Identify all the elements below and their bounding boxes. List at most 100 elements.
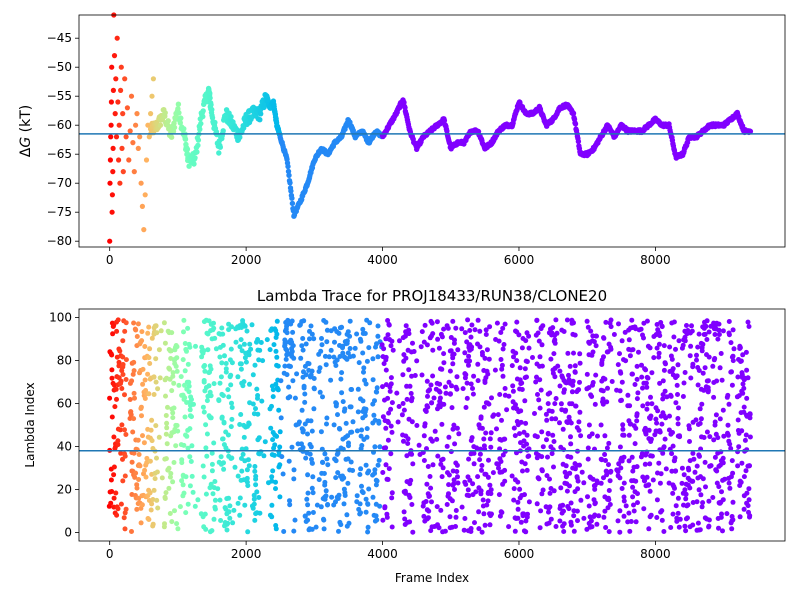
bottom-lambda-point bbox=[203, 422, 209, 428]
bottom-lambda-point bbox=[687, 353, 693, 359]
bottom-lambda-point bbox=[454, 425, 460, 431]
bottom-lambda-point bbox=[208, 393, 214, 399]
bottom-lambda-point bbox=[111, 472, 117, 478]
bottom-lambda-point bbox=[702, 331, 708, 337]
bottom-lambda-point bbox=[436, 345, 442, 351]
bottom-lambda-point bbox=[615, 518, 621, 524]
bottom-lambda-point bbox=[465, 317, 471, 323]
bottom-lambda-point bbox=[486, 457, 491, 463]
bottom-lambda-point bbox=[619, 397, 624, 403]
bottom-lambda-point bbox=[647, 488, 653, 494]
bottom-lambda-point bbox=[568, 522, 574, 528]
bottom-lambda-point bbox=[632, 382, 638, 387]
bottom-lambda-point bbox=[589, 524, 595, 530]
bottom-lambda-point bbox=[536, 476, 542, 482]
bottom-lambda-point bbox=[418, 344, 424, 350]
bottom-y-tick-label: 40 bbox=[57, 439, 72, 453]
bottom-lambda-point bbox=[161, 320, 167, 326]
bottom-lambda-point bbox=[617, 508, 623, 514]
top-early-point bbox=[113, 76, 119, 82]
bottom-lambda-point bbox=[537, 377, 543, 383]
bottom-lambda-point bbox=[174, 423, 180, 428]
bottom-lambda-point bbox=[388, 406, 394, 412]
bottom-lambda-point bbox=[455, 347, 461, 353]
bottom-lambda-point bbox=[422, 421, 428, 427]
bottom-lambda-point bbox=[571, 350, 576, 356]
bottom-lambda-point bbox=[648, 512, 654, 518]
bottom-lambda-point bbox=[441, 326, 447, 332]
top-early-point bbox=[120, 111, 126, 117]
bottom-lambda-point bbox=[120, 478, 126, 484]
top-trace-point bbox=[286, 172, 292, 178]
bottom-lambda-point bbox=[294, 371, 300, 377]
bottom-lambda-point bbox=[119, 386, 125, 391]
bottom-lambda-point bbox=[728, 340, 734, 346]
bottom-lambda-point bbox=[694, 499, 700, 505]
bottom-lambda-point bbox=[479, 529, 485, 535]
bottom-lambda-point bbox=[654, 420, 660, 426]
bottom-lambda-point bbox=[309, 526, 315, 532]
bottom-lambda-point bbox=[606, 529, 612, 535]
bottom-lambda-point bbox=[687, 485, 693, 491]
bottom-lambda-point bbox=[663, 361, 668, 367]
bottom-lambda-point bbox=[523, 529, 529, 535]
bottom-lambda-point bbox=[237, 495, 243, 501]
bottom-lambda-point bbox=[656, 350, 662, 356]
bottom-lambda-point bbox=[277, 494, 283, 500]
bottom-lambda-point bbox=[136, 477, 142, 482]
bottom-lambda-point bbox=[172, 508, 177, 514]
bottom-lambda-point bbox=[188, 459, 194, 464]
bottom-lambda-point bbox=[432, 428, 438, 434]
bottom-lambda-point bbox=[593, 372, 599, 378]
bottom-lambda-point bbox=[149, 501, 155, 507]
top-early-point bbox=[134, 111, 140, 117]
bottom-lambda-point bbox=[484, 502, 490, 508]
bottom-lambda-point bbox=[239, 348, 245, 354]
bottom-lambda-point bbox=[251, 501, 257, 507]
bottom-lambda-point bbox=[630, 371, 635, 377]
bottom-lambda-point bbox=[118, 450, 124, 456]
bottom-lambda-point bbox=[409, 419, 415, 425]
bottom-x-tick-label: 6000 bbox=[504, 547, 535, 561]
bottom-lambda-point bbox=[209, 468, 215, 474]
top-trace-point bbox=[288, 188, 294, 194]
bottom-lambda-point bbox=[539, 363, 545, 369]
bottom-lambda-point bbox=[667, 344, 673, 350]
bottom-lambda-point bbox=[634, 376, 640, 382]
bottom-lambda-point bbox=[410, 461, 416, 467]
bottom-lambda-point bbox=[663, 466, 669, 472]
bottom-lambda-point bbox=[371, 412, 377, 418]
bottom-lambda-point bbox=[140, 381, 146, 387]
bottom-lambda-point bbox=[176, 382, 182, 388]
bottom-lambda-point bbox=[623, 503, 629, 509]
bottom-lambda-point bbox=[189, 397, 194, 402]
bottom-lambda-point bbox=[110, 331, 116, 337]
bottom-lambda-point bbox=[362, 413, 368, 419]
bottom-lambda-point bbox=[462, 375, 468, 381]
bottom-lambda-point bbox=[499, 417, 504, 423]
top-early-point bbox=[141, 227, 147, 233]
bottom-lambda-point bbox=[453, 514, 459, 520]
bottom-lambda-point bbox=[543, 411, 549, 417]
bottom-lambda-point bbox=[536, 338, 542, 344]
bottom-lambda-point bbox=[703, 323, 709, 329]
bottom-lambda-point bbox=[221, 420, 227, 426]
bottom-lambda-point bbox=[145, 371, 151, 377]
bottom-lambda-point bbox=[325, 462, 331, 468]
bottom-lambda-point bbox=[275, 363, 281, 369]
bottom-lambda-point bbox=[439, 474, 445, 480]
bottom-lambda-point bbox=[235, 473, 241, 479]
bottom-lambda-point bbox=[656, 354, 662, 360]
bottom-lambda-point bbox=[318, 429, 324, 435]
bottom-lambda-point bbox=[241, 434, 247, 440]
bottom-lambda-point bbox=[383, 367, 389, 373]
bottom-lambda-point bbox=[345, 456, 351, 462]
top-early-point bbox=[109, 192, 115, 198]
bottom-lambda-point bbox=[319, 336, 324, 341]
bottom-lambda-point bbox=[510, 383, 516, 389]
bottom-lambda-point bbox=[347, 318, 353, 324]
bottom-lambda-point bbox=[502, 321, 508, 327]
bottom-lambda-point bbox=[273, 381, 279, 387]
bottom-lambda-point bbox=[450, 361, 456, 367]
bottom-lambda-point bbox=[364, 426, 370, 432]
